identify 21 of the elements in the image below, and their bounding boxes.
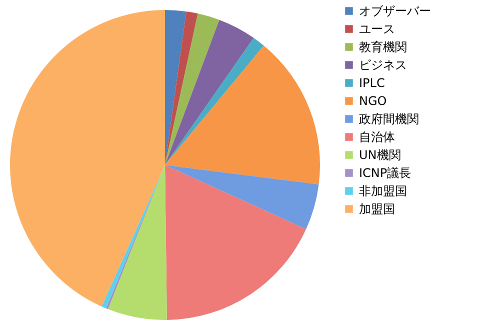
legend-label: 自治体	[359, 130, 395, 144]
legend-label: 加盟国	[359, 202, 395, 216]
legend-label: 教育機関	[359, 40, 407, 54]
pie-slice	[165, 165, 306, 320]
legend-label: 非加盟国	[359, 184, 407, 198]
pie-slice	[165, 20, 254, 165]
legend-label: ビジネス	[359, 58, 407, 72]
legend-label: UN機関	[359, 148, 401, 162]
pie-slice	[165, 46, 320, 184]
pie-slice	[165, 165, 319, 230]
legend-label: IPLC	[359, 76, 385, 90]
pie-slice	[165, 11, 198, 165]
legend-label: ユース	[359, 22, 395, 36]
legend-label: 政府間機関	[359, 112, 419, 126]
legend-label: NGO	[359, 94, 387, 108]
legend-label: オブザーバー	[359, 4, 431, 18]
pie-slice	[165, 14, 220, 165]
legend-label: ICNP議長	[359, 166, 412, 180]
pie-slice	[10, 10, 165, 306]
pie-slice	[165, 10, 186, 165]
pie-slice	[165, 38, 264, 165]
